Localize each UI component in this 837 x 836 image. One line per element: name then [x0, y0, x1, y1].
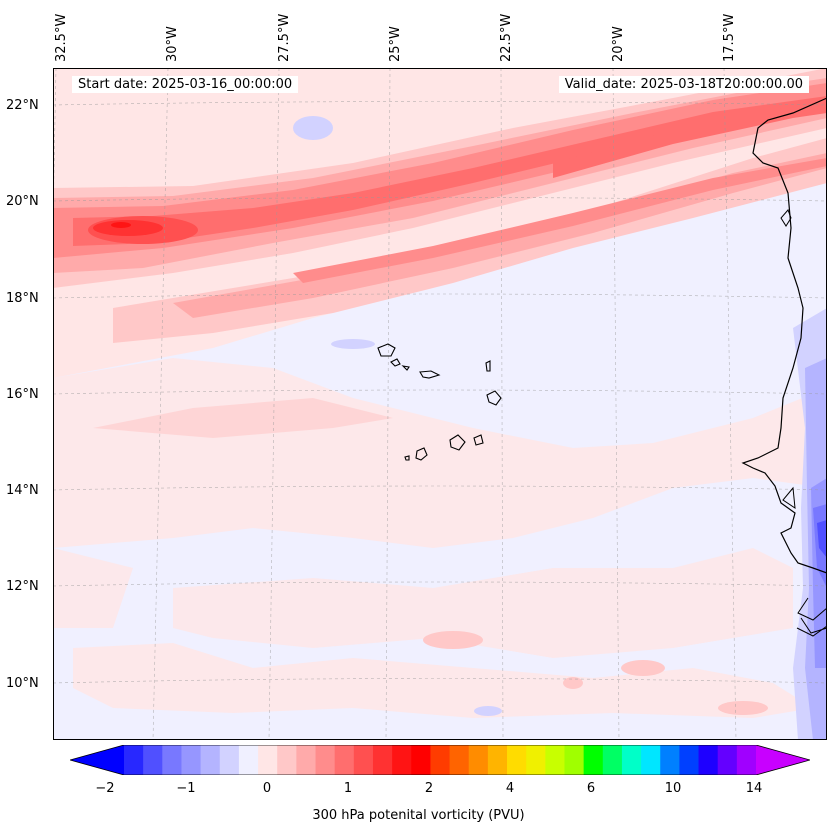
colorbar-tick-label: 1 [343, 781, 353, 796]
pv-contours-patches [423, 631, 768, 715]
colorbar-cell [392, 745, 412, 775]
colorbar-tick-label: 2 [424, 781, 434, 796]
colorbar-cell [143, 745, 163, 775]
colorbar-cell [487, 745, 508, 775]
colorbar-cell [430, 745, 451, 775]
colorbar-cell [124, 745, 144, 775]
colorbar-cell [660, 745, 680, 775]
colorbar-cell [334, 745, 355, 775]
colorbar-cell [583, 745, 604, 775]
colorbar-cell [258, 745, 278, 775]
lat-label: 22°N [6, 98, 39, 113]
lat-label: 18°N [6, 291, 39, 306]
colorbar-cell [507, 745, 527, 775]
colorbar-cell [564, 745, 585, 775]
colorbar-tick-label: 0 [262, 781, 272, 796]
colorbar-cell [641, 745, 661, 775]
colorbar-cell [219, 745, 240, 775]
colorbar-tick-label: 14 [745, 781, 763, 796]
coastline-detail [780, 209, 827, 637]
colorbar-title: 300 hPa potenital vorticity (PVU) [312, 808, 525, 823]
colorbar-cell [602, 745, 623, 775]
pv-contours-max-positive [88, 216, 198, 244]
colorbar-tick-label: 10 [664, 781, 682, 796]
lat-label: 14°N [6, 483, 39, 498]
colorbar-cell [181, 745, 202, 775]
lat-label: 10°N [6, 676, 39, 691]
colorbar-cell [736, 745, 757, 775]
colorbar-cell [238, 745, 259, 775]
colorbar-cell [698, 745, 719, 775]
colorbar-cell [679, 745, 700, 775]
colorbar-cell [296, 745, 317, 775]
colorbar-cell [200, 745, 221, 775]
colorbar-tick-label: 4 [505, 781, 515, 796]
colorbar-cell [277, 745, 297, 775]
colorbar-cell [372, 745, 393, 775]
colorbar-tick-label: −1 [176, 781, 196, 796]
colorbar-cell [526, 745, 546, 775]
lat-label: 20°N [6, 194, 39, 209]
lat-label: 12°N [6, 579, 39, 594]
colorbar-tick-label: 6 [586, 781, 596, 796]
valid-date-label: Valid_date: 2025-03-18T20:00:00.00 [558, 76, 809, 93]
colorbar [70, 745, 810, 775]
colorbar-cell [468, 745, 489, 775]
pv-map [53, 68, 827, 740]
coastline-africa [741, 97, 827, 574]
colorbar-cell [162, 745, 182, 775]
cape-verde-islands [377, 343, 502, 461]
colorbar-cell [411, 745, 431, 775]
pv-contours-very-high-positive [73, 96, 827, 246]
colorbar-cell [545, 745, 565, 775]
lat-label: 16°N [6, 387, 39, 402]
start-date-label: Start date: 2025-03-16_00:00:00 [72, 76, 299, 93]
colorbar-cell [315, 745, 336, 775]
colorbar-extend-min [70, 745, 124, 775]
colorbar-tick-label: −2 [95, 781, 115, 796]
graticule [53, 68, 827, 740]
colorbar-cell [353, 745, 374, 775]
colorbar-extend-max [756, 745, 810, 775]
colorbar-cell [717, 745, 738, 775]
colorbar-cell [449, 745, 470, 775]
colorbar-cell [621, 745, 642, 775]
